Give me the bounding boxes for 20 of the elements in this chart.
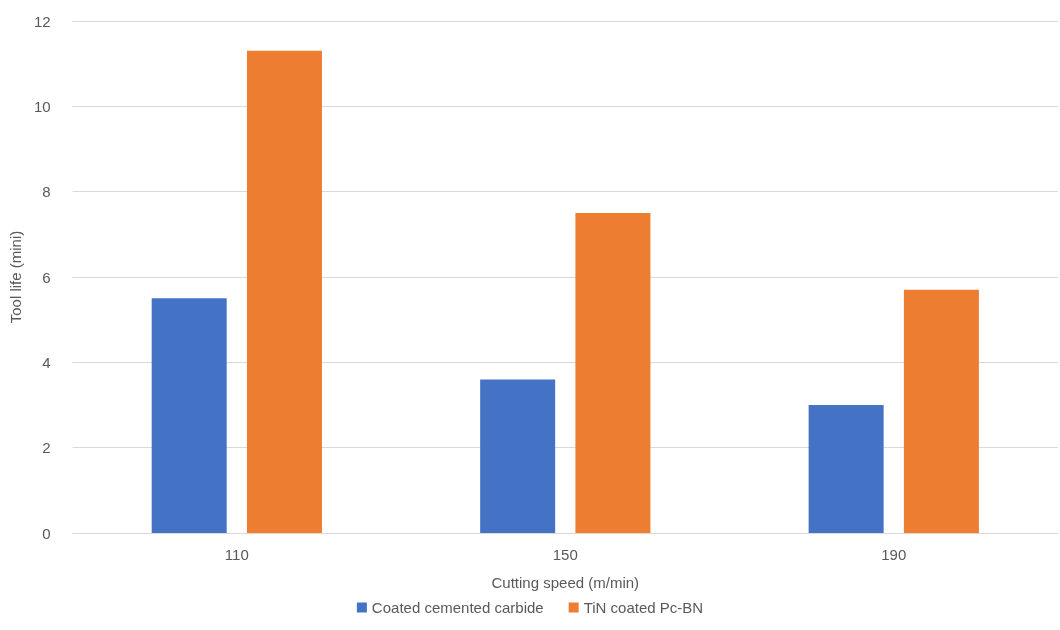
y-tick-label: 12 — [33, 12, 51, 30]
legend-label: Coated cemented carbide — [371, 599, 544, 616]
y-tick-label: 10 — [33, 97, 51, 115]
bar — [246, 50, 322, 533]
bar — [903, 289, 979, 533]
y-tick-label: 6 — [42, 268, 51, 286]
y-tick-label: 8 — [42, 183, 51, 201]
legend-label: TiN coated Pc-BN — [583, 599, 704, 616]
y-tick-label: 4 — [42, 353, 51, 371]
bar — [808, 405, 884, 533]
x-tick-label: 190 — [881, 546, 907, 563]
x-axis-title: Cutting speed (m/min) — [491, 574, 640, 591]
bar — [151, 298, 227, 533]
x-tick-label: 110 — [224, 546, 249, 563]
y-axis-title: Tool life (mini) — [7, 230, 24, 324]
y-tick-label: 2 — [42, 439, 51, 457]
bar — [575, 213, 651, 533]
bar — [480, 379, 556, 533]
y-tick-label: 0 — [42, 524, 51, 542]
x-tick-label: 150 — [552, 546, 578, 563]
